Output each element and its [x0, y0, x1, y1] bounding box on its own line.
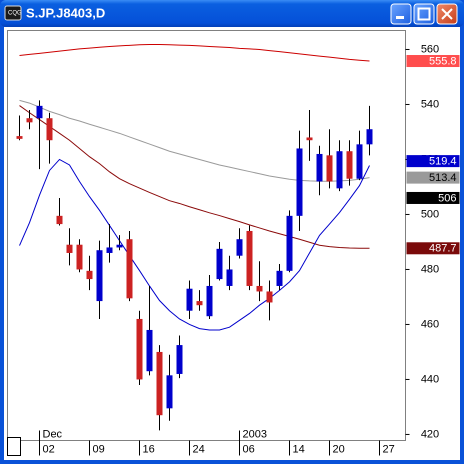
marker-box: [406, 191, 460, 204]
candle-body: [136, 318, 143, 380]
minimize-glyph: [396, 16, 404, 19]
series-last-box: [406, 171, 460, 184]
candle-body: [186, 288, 193, 311]
close-glyph: [441, 8, 453, 20]
x-tick-label: 02: [43, 443, 55, 455]
candle-body: [226, 269, 233, 286]
maximize-button[interactable]: [413, 3, 435, 25]
scroll-handle[interactable]: [7, 437, 21, 456]
candle-body: [246, 230, 253, 286]
window-title: S.JP.J8403,D: [26, 5, 105, 20]
candle-body: [326, 155, 333, 182]
candle-body: [56, 215, 63, 225]
candle-body: [46, 118, 53, 141]
series-last-box: [406, 242, 460, 255]
candle-body: [256, 285, 263, 292]
candle-body: [86, 270, 93, 280]
candle-body: [296, 148, 303, 216]
candle-body: [216, 248, 223, 280]
client-area: [4, 27, 460, 460]
y-tick-label: 540: [421, 98, 439, 110]
ma-line: [19, 99, 370, 182]
candle-body: [206, 285, 213, 317]
series-last-label: 513.4: [429, 172, 457, 184]
x-tick-label: 09: [93, 443, 105, 455]
marker-label: 506: [438, 192, 456, 204]
candle-body: [356, 144, 363, 179]
candle-body: [196, 301, 203, 306]
candle-body: [236, 239, 243, 256]
candle-body: [306, 137, 313, 141]
x-tick-label: 16: [143, 443, 155, 455]
maximize-glyph: [417, 7, 431, 21]
candle-body: [76, 244, 83, 270]
candle-body: [176, 345, 183, 374]
x-tick-label: 14: [293, 443, 305, 455]
candle-body: [106, 247, 113, 253]
candle-body: [166, 375, 173, 409]
candle-body: [96, 250, 103, 302]
y-tick-label: 500: [421, 208, 439, 220]
period-label: 2003: [243, 428, 267, 440]
y-tick-label: 420: [421, 428, 439, 440]
candle-body: [146, 329, 153, 372]
x-tick-label: 20: [333, 443, 345, 455]
y-tick-label: 480: [421, 263, 439, 275]
candle-body: [156, 351, 163, 416]
candle-body: [16, 136, 23, 139]
candle-body: [36, 105, 43, 119]
candle-body: [336, 151, 343, 189]
series-last-box: [406, 55, 460, 68]
candle-body: [366, 129, 373, 145]
plot: 4204404604805005205405600209162406142027…: [16, 43, 460, 456]
candle-body: [276, 270, 283, 286]
candle-body: [266, 291, 273, 303]
series-last-label: 519.4: [429, 156, 457, 168]
candle-body: [66, 244, 73, 253]
app-icon: [4, 5, 22, 21]
candle-body: [316, 153, 323, 182]
candle-body: [116, 244, 123, 248]
minimize-button[interactable]: [390, 3, 412, 25]
plot-frame: [7, 30, 406, 441]
period-label: Dec: [43, 428, 63, 440]
candle-body: [346, 151, 353, 179]
series-last-box: [406, 155, 460, 168]
title-bar: [0, 0, 464, 27]
ma-line: [19, 105, 370, 249]
x-tick-label: 24: [193, 443, 205, 455]
x-tick-label: 06: [243, 443, 255, 455]
series-last-label: 555.8: [429, 55, 457, 67]
y-tick-label: 460: [421, 318, 439, 330]
candle-body: [126, 239, 133, 299]
close-button[interactable]: [436, 3, 458, 25]
minimize-box[interactable]: [390, 3, 412, 25]
y-tick-label: 560: [421, 43, 439, 55]
maximize-box[interactable]: [413, 3, 435, 25]
x-tick-label: 27: [383, 443, 395, 455]
candle-body: [286, 215, 293, 271]
app-icon-glyph: CQG: [8, 11, 22, 17]
series-last-label: 487.7: [429, 243, 457, 255]
candle-body: [26, 118, 33, 123]
y-tick-label: 440: [421, 373, 439, 385]
ma-line: [19, 44, 370, 62]
ma-line: [19, 158, 370, 331]
